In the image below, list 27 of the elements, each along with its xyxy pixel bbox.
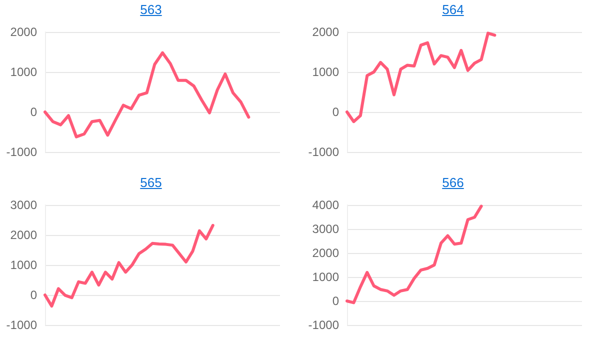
y-tick-label: 3000 xyxy=(312,222,340,236)
line-series xyxy=(346,204,483,304)
y-tick-label: 2000 xyxy=(312,25,340,39)
line-series xyxy=(346,32,496,124)
y-tick-label: 0 xyxy=(30,105,38,119)
y-tick-label: -1000 xyxy=(308,145,340,159)
chart-title: 563 xyxy=(140,2,162,17)
chart-title: 566 xyxy=(442,174,464,190)
line-series xyxy=(44,51,250,138)
y-tick-label: 3000 xyxy=(10,198,38,212)
y-tick-label: 2000 xyxy=(10,228,38,242)
y-tick-label: 1000 xyxy=(10,258,38,272)
y-tick-label: -1000 xyxy=(6,318,38,332)
y-tick-label: 1000 xyxy=(312,270,340,284)
chart-title: 564 xyxy=(442,2,464,17)
y-tick-label: 1000 xyxy=(10,65,38,79)
y-tick-label: -1000 xyxy=(308,318,340,332)
line-series xyxy=(44,223,214,308)
y-tick-label: 0 xyxy=(332,294,340,308)
y-tick-label: 2000 xyxy=(312,246,340,260)
chart-title: 565 xyxy=(140,174,162,190)
y-tick-label: 4000 xyxy=(312,198,340,212)
y-tick-label: 2000 xyxy=(10,25,38,39)
y-tick-label: 1000 xyxy=(312,65,340,79)
y-tick-label: 0 xyxy=(30,288,38,302)
y-tick-label: 0 xyxy=(332,105,340,119)
y-tick-label: -1000 xyxy=(6,145,38,159)
